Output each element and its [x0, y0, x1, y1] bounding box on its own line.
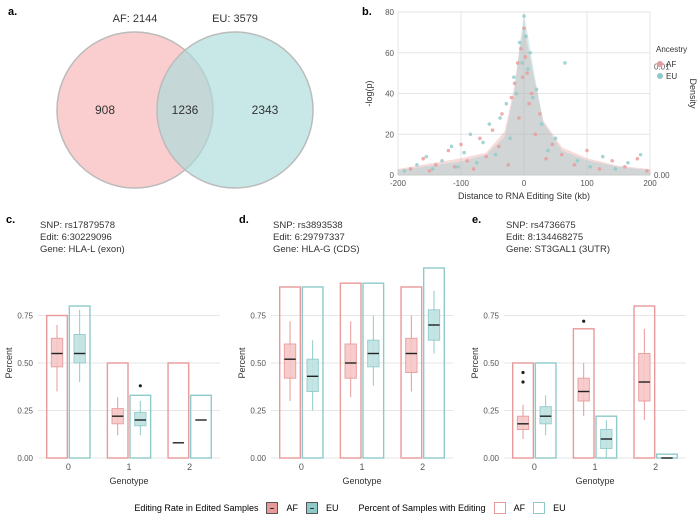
svg-text:0.00: 0.00: [483, 454, 499, 463]
svg-text:Edit: 6:30229096: Edit: 6:30229096: [40, 232, 112, 243]
panel-a-venn: a. AF: 2144 EU: 3579 908 1236 2343: [0, 0, 360, 210]
svg-text:2: 2: [653, 462, 658, 472]
boxplot-e-svg: SNP: rs4736675Edit: 8:134468275Gene: ST3…: [466, 210, 699, 490]
svg-text:EU: 3579: EU: 3579: [212, 13, 258, 25]
svg-text:60: 60: [385, 49, 394, 58]
svg-text:Gene: HLA-G (CDS): Gene: HLA-G (CDS): [273, 244, 360, 255]
svg-text:0.75: 0.75: [250, 312, 266, 321]
top-row: a. AF: 2144 EU: 3579 908 1236 2343 b. 0 20 40 6…: [0, 0, 700, 210]
svg-text:Gene: HLA-L (exon): Gene: HLA-L (exon): [40, 244, 125, 255]
svg-text:2: 2: [187, 462, 192, 472]
svg-text:AF: AF: [666, 60, 676, 69]
svg-text:0.00: 0.00: [17, 454, 33, 463]
figure-root: a. AF: 2144EU: 357990812362343 b. 020406…: [0, 0, 700, 525]
svg-text:SNP: rs4736675: SNP: rs4736675: [506, 220, 576, 231]
svg-text:0: 0: [532, 462, 537, 472]
svg-text:0: 0: [522, 179, 527, 188]
svg-text:1236: 1236: [172, 103, 199, 117]
svg-text:2: 2: [420, 462, 425, 472]
svg-text:908: 908: [95, 103, 115, 117]
svg-text:Edit: 6:29797337: Edit: 6:29797337: [273, 232, 345, 243]
svg-text:Distance to RNA Editing Site (: Distance to RNA Editing Site (kb): [458, 191, 590, 201]
venn-svg: AF: 2144 EU: 3579 908 1236 2343: [0, 0, 360, 210]
svg-text:Percent: Percent: [4, 347, 14, 379]
svg-text:-200: -200: [390, 179, 407, 188]
legend-af-text: AF: [286, 503, 298, 513]
svg-text:Ancestry: Ancestry: [656, 45, 687, 54]
svg-text:0.25: 0.25: [483, 407, 499, 416]
legend-edit-rate: Editing Rate in Edited Samples AF EU: [134, 502, 338, 514]
svg-text:2343: 2343: [252, 103, 279, 117]
panel-b-label: b.: [362, 6, 372, 18]
svg-text:0.75: 0.75: [483, 312, 499, 321]
scatter-svg: 020406080-200-1000100200Distance to RNA …: [360, 0, 700, 210]
svg-text:0.50: 0.50: [250, 359, 266, 368]
svg-text:0: 0: [66, 462, 71, 472]
svg-text:Gene: ST3GAL1 (3UTR): Gene: ST3GAL1 (3UTR): [506, 244, 610, 255]
svg-text:1: 1: [359, 462, 364, 472]
boxplot-c-svg: SNP: rs17879578Edit: 6:30229096Gene: HLA…: [0, 210, 233, 490]
legend-eu-text: EU: [326, 503, 339, 513]
legend-eu-text2: EU: [553, 503, 566, 513]
legend-percent-label: Percent of Samples with Editing: [359, 503, 486, 513]
svg-text:40: 40: [385, 90, 394, 99]
svg-text:0.00: 0.00: [654, 171, 670, 180]
bottom-row: c. SNP: rs17879578Edit: 6:30229096Gene: …: [0, 210, 700, 490]
panel-c-label: c.: [6, 214, 15, 226]
legend-eu-box-swatch: [533, 502, 545, 514]
svg-text:1: 1: [126, 462, 131, 472]
svg-text:SNP: rs17879578: SNP: rs17879578: [40, 220, 115, 231]
svg-text:200: 200: [643, 179, 657, 188]
svg-text:EU: EU: [666, 72, 677, 81]
panel-c-boxplot: c. SNP: rs17879578Edit: 6:30229096Gene: …: [0, 210, 233, 490]
panel-d-label: d.: [239, 214, 249, 226]
panel-b-scatter: b. 020406080-200-1000100200Distance to R…: [360, 0, 700, 210]
svg-text:0.00: 0.00: [250, 454, 266, 463]
legend-eu-fill-swatch: [306, 502, 318, 514]
svg-text:1: 1: [592, 462, 597, 472]
svg-text:80: 80: [385, 8, 394, 17]
svg-text:100: 100: [580, 179, 594, 188]
svg-text:Edit: 8:134468275: Edit: 8:134468275: [506, 232, 583, 243]
svg-text:AF: 2144: AF: 2144: [113, 13, 158, 25]
boxplot-d-svg: SNP: rs3893538Edit: 6:29797337Gene: HLA-…: [233, 210, 466, 490]
svg-text:Percent: Percent: [237, 347, 247, 379]
figure-legend: Editing Rate in Edited Samples AF EU Per…: [0, 490, 700, 525]
svg-text:0.25: 0.25: [250, 407, 266, 416]
legend-edit-rate-label: Editing Rate in Edited Samples: [134, 503, 258, 513]
svg-text:0.50: 0.50: [17, 359, 33, 368]
svg-text:-100: -100: [453, 179, 470, 188]
legend-af-text2: AF: [514, 503, 526, 513]
svg-text:0.25: 0.25: [17, 407, 33, 416]
svg-text:20: 20: [385, 130, 394, 139]
legend-af-fill-swatch: [266, 502, 278, 514]
panel-e-boxplot: e. SNP: rs4736675Edit: 8:134468275Gene: …: [466, 210, 699, 490]
panel-d-boxplot: d. SNP: rs3893538Edit: 6:29797337Gene: H…: [233, 210, 466, 490]
svg-text:-log(p): -log(p): [364, 80, 374, 106]
svg-text:0: 0: [299, 462, 304, 472]
svg-text:0.75: 0.75: [17, 312, 33, 321]
svg-text:SNP: rs3893538: SNP: rs3893538: [273, 220, 343, 231]
panel-a-label: a.: [8, 6, 17, 18]
panel-e-label: e.: [472, 214, 481, 226]
svg-text:Genotype: Genotype: [575, 476, 614, 486]
svg-text:Genotype: Genotype: [342, 476, 381, 486]
svg-text:Density: Density: [688, 78, 698, 109]
legend-percent: Percent of Samples with Editing AF EU: [359, 502, 566, 514]
svg-text:Percent: Percent: [470, 347, 480, 379]
svg-text:0.50: 0.50: [483, 359, 499, 368]
legend-af-box-swatch: [494, 502, 506, 514]
svg-text:Genotype: Genotype: [109, 476, 148, 486]
